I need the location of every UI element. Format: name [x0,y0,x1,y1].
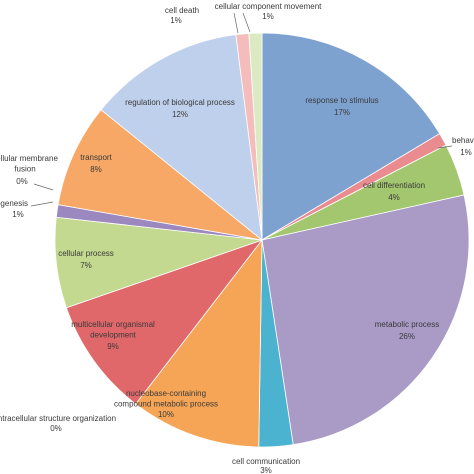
slice-name-nucleobase-containing-compound-metabolic-process: nucleobase-containing compound metabolic … [114,389,218,409]
slice-name-response-to-stimulus: response to stimulus [305,96,378,105]
slice-name-transport: transport [80,153,112,162]
pie-slices [54,32,470,448]
slice-name-intracellular-structure-organization: intracellular structure organization [0,414,116,423]
slice-percent-behav: 1% [460,148,472,157]
pie-slice-nucleobase-containing-compound-metabolic-process [135,238,263,448]
slice-percent-multicellular-organismal-development: 9% [107,342,119,351]
pie-slice-cellular-component-movement [248,32,263,241]
slice-name-cell-differentiation: cell differentiation [363,181,425,190]
slice-percent-metabolic-process: 26% [399,332,415,341]
slice-name-cellular-process: cellular process [58,249,114,258]
slice-percent-regulation-of-biological-process: 12% [172,110,188,119]
leader-line-2 [437,145,453,149]
pie-slice-transport [57,109,264,241]
slice-percent-pathogenesis: 1% [12,210,24,219]
slice-percent-intracellular-structure-organization: 0% [50,424,62,433]
slice-name-cell-death: cell death [165,6,199,15]
slice-percent-cell-communication: 3% [260,466,272,474]
slice-name-behav: behav [452,136,474,145]
slice-percent-cell-differentiation: 4% [388,193,400,202]
slice-name-cell-communication: cell communication [232,457,300,466]
leader-line-1 [242,12,251,33]
slice-name-cellular-component-movement: cellular component movement [215,2,322,11]
slice-percent-cell-death: 1% [170,16,182,25]
slice-percent-cellular-membrane-fusion: 0% [16,177,28,186]
slice-name-multicellular-organismal-development: multicellular organismal development [71,320,155,340]
slice-name-regulation-of-biological-process: regulation of biological process [125,98,235,107]
pie-slice-regulation-of-biological-process [100,34,263,241]
slice-percent-response-to-stimulus: 17% [334,108,350,117]
slice-percent-nucleobase-containing-compound-metabolic-process: 10% [158,410,174,419]
pie-slice-response-to-stimulus [261,32,441,241]
pie-slice-multicellular-organismal-development [65,239,264,405]
leader-lines [30,12,453,207]
slice-name-metabolic-process: metabolic process [375,320,439,329]
pie-slice-metabolic-process [261,194,470,446]
leader-line-0 [233,12,239,34]
slice-percent-cellular-process: 7% [80,261,92,270]
leader-line-4 [30,201,54,207]
slice-percent-transport: 8% [90,165,102,174]
leader-line-3 [33,183,54,191]
slice-name-pathogenesis: pathogenesis [0,199,28,208]
slice-percent-cellular-component-movement: 1% [262,12,274,21]
